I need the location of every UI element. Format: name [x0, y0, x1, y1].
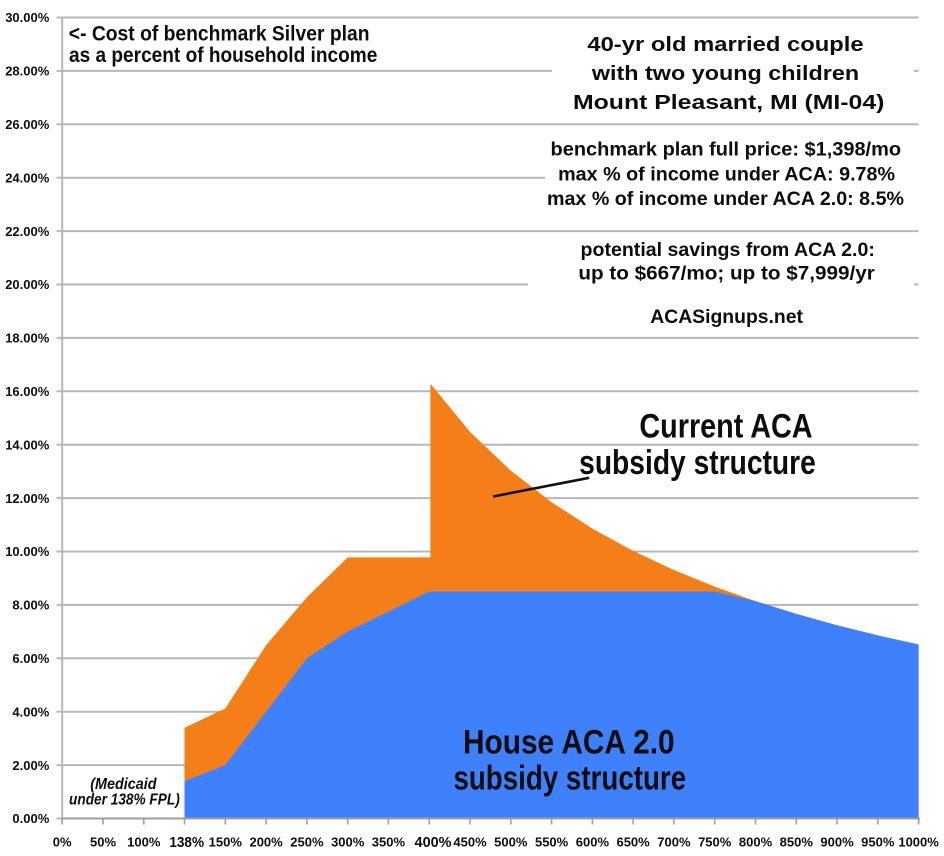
svg-text:subsidy structure: subsidy structure: [453, 760, 686, 798]
svg-text:700%: 700%: [657, 835, 691, 850]
svg-text:18.00%: 18.00%: [5, 331, 50, 346]
svg-text:6.00%: 6.00%: [12, 651, 49, 666]
svg-text:250%: 250%: [290, 835, 324, 850]
svg-text:950%: 950%: [861, 835, 895, 850]
svg-text:850%: 850%: [780, 835, 814, 850]
svg-text:350%: 350%: [372, 835, 406, 850]
svg-text:Current ACA: Current ACA: [639, 408, 812, 446]
svg-text:800%: 800%: [739, 835, 773, 850]
svg-text:16.00%: 16.00%: [5, 384, 50, 399]
svg-text:300%: 300%: [331, 835, 365, 850]
svg-text:900%: 900%: [820, 835, 854, 850]
svg-text:650%: 650%: [616, 835, 650, 850]
svg-text:550%: 550%: [535, 835, 569, 850]
svg-text:100%: 100%: [127, 835, 161, 850]
svg-text:<- Cost of benchmark Silver pl: <- Cost of benchmark Silver plan: [69, 22, 370, 46]
svg-text:under 138% FPL): under 138% FPL): [69, 791, 180, 808]
svg-text:20.00%: 20.00%: [5, 277, 50, 292]
svg-text:600%: 600%: [576, 835, 610, 850]
svg-text:benchmark plan full price: $1,: benchmark plan full price: $1,398/mo: [551, 139, 902, 161]
svg-text:400%: 400%: [415, 834, 452, 851]
svg-text:200%: 200%: [249, 835, 283, 850]
svg-text:(Medicaid: (Medicaid: [90, 776, 157, 793]
svg-text:500%: 500%: [494, 835, 528, 850]
svg-text:1000%: 1000%: [898, 835, 939, 850]
svg-text:as a percent of household inco: as a percent of household income: [69, 43, 377, 67]
svg-text:with two young children: with two young children: [591, 62, 859, 85]
svg-text:0%: 0%: [53, 835, 72, 850]
svg-text:4.00%: 4.00%: [12, 704, 49, 719]
svg-text:potential savings from ACA 2.0: potential savings from ACA 2.0:: [581, 239, 875, 261]
svg-text:14.00%: 14.00%: [5, 437, 50, 452]
svg-text:450%: 450%: [453, 835, 487, 850]
svg-text:subsidy structure: subsidy structure: [579, 444, 816, 482]
svg-text:Mount Pleasant, MI (MI-04): Mount Pleasant, MI (MI-04): [573, 91, 884, 114]
svg-text:750%: 750%: [698, 835, 732, 850]
svg-text:30.00%: 30.00%: [5, 10, 50, 25]
svg-text:up to $667/mo; up to $7,999/yr: up to $667/mo; up to $7,999/yr: [578, 263, 875, 285]
svg-text:24.00%: 24.00%: [5, 170, 50, 185]
svg-text:max % of income under ACA: 9.7: max % of income under ACA: 9.78%: [558, 163, 895, 185]
svg-text:House ACA 2.0: House ACA 2.0: [463, 723, 675, 761]
svg-text:max % of income under ACA 2.0:: max % of income under ACA 2.0: 8.5%: [547, 188, 904, 210]
svg-text:28.00%: 28.00%: [5, 64, 50, 79]
svg-text:ACASignups.net: ACASignups.net: [650, 306, 803, 328]
svg-text:22.00%: 22.00%: [5, 224, 50, 239]
svg-text:50%: 50%: [90, 835, 116, 850]
svg-text:0.00%: 0.00%: [12, 811, 49, 826]
svg-text:2.00%: 2.00%: [12, 758, 49, 773]
svg-text:150%: 150%: [209, 835, 243, 850]
svg-text:12.00%: 12.00%: [5, 491, 50, 506]
svg-text:138%: 138%: [169, 834, 204, 851]
svg-text:8.00%: 8.00%: [12, 598, 49, 613]
svg-text:40-yr old married couple: 40-yr old married couple: [587, 33, 863, 56]
svg-text:26.00%: 26.00%: [5, 117, 50, 132]
svg-text:10.00%: 10.00%: [5, 544, 50, 559]
